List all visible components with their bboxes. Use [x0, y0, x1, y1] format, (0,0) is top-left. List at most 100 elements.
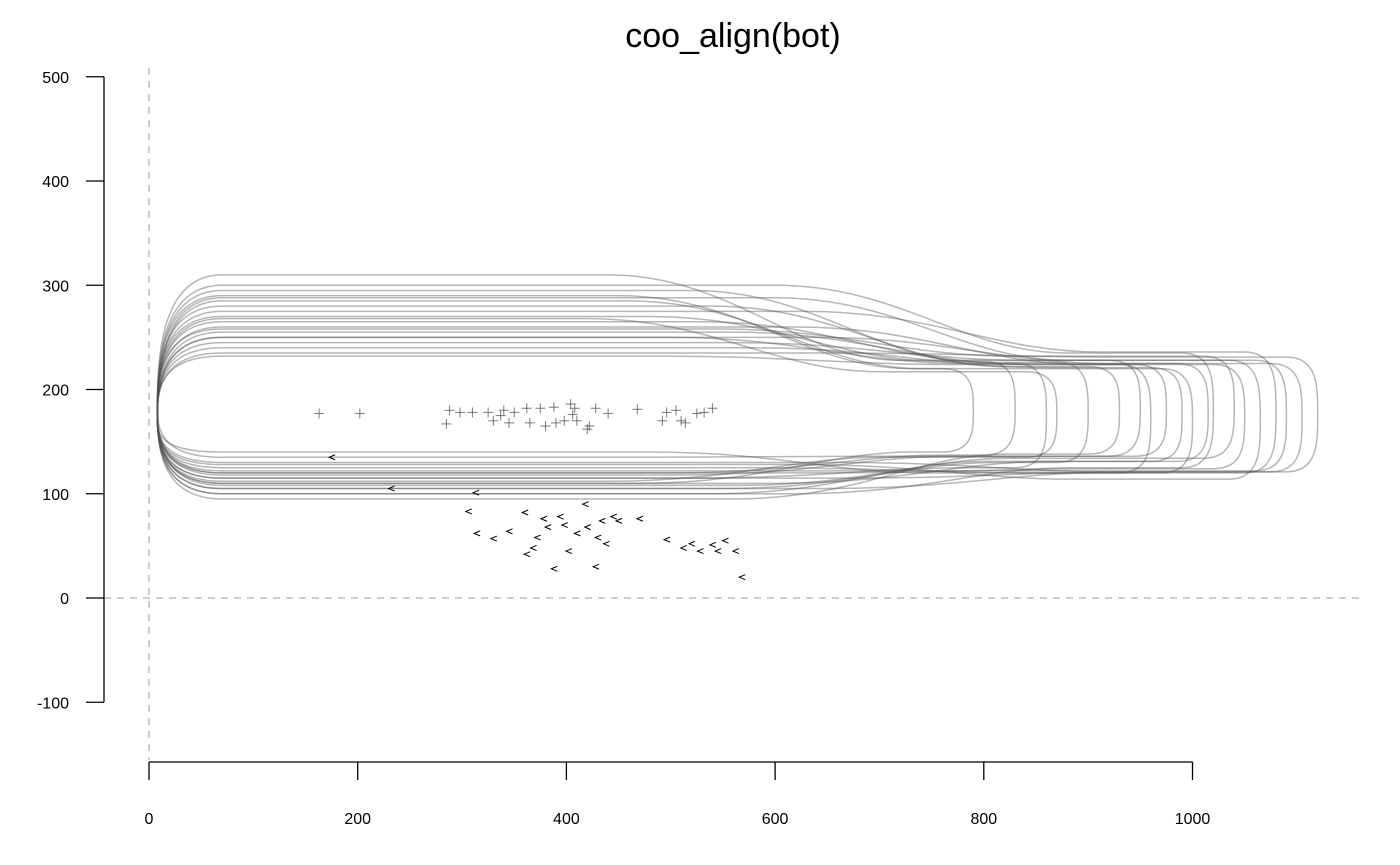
centroid-marker — [454, 407, 465, 418]
centroid-marker — [548, 402, 559, 413]
start-marker — [539, 515, 548, 522]
start-marker — [687, 540, 696, 547]
centroid-marker — [495, 410, 506, 421]
outline-line-14 — [156, 300, 1194, 474]
centroid-marker — [444, 405, 455, 416]
centroid-marker — [559, 415, 570, 426]
centroid-marker — [699, 407, 710, 418]
start-marker — [593, 534, 602, 541]
outline-line-6 — [156, 331, 1152, 474]
outline-line-9 — [156, 326, 1246, 474]
x-tick-label: 0 — [145, 811, 154, 828]
start-marker — [602, 540, 610, 547]
start-marker — [737, 574, 746, 581]
start-markers — [327, 454, 746, 581]
centroid-marker — [707, 403, 718, 414]
y-axis: -100 0 100 200 300 400 500 — [37, 70, 105, 712]
start-marker — [662, 536, 671, 543]
centroid-marker — [521, 403, 532, 414]
start-marker — [505, 528, 513, 535]
x-axis: 0 200 400 600 800 1000 — [145, 761, 1211, 828]
centroid-marker — [498, 405, 509, 416]
start-marker — [696, 548, 704, 555]
outline-line-15 — [156, 289, 1209, 495]
centroid-marker — [504, 417, 515, 428]
y-tick-label: 300 — [42, 278, 69, 295]
centroid-marker — [584, 420, 595, 431]
centroid-marker — [676, 415, 687, 426]
x-tick-label: 400 — [553, 811, 580, 828]
outline-line-19 — [156, 297, 1262, 480]
centroid-marker — [509, 407, 520, 418]
outline-line-8 — [156, 284, 1215, 495]
start-marker — [543, 524, 552, 531]
outline-line-16 — [156, 341, 1288, 472]
start-marker — [598, 517, 606, 524]
outline-line-13 — [156, 274, 1142, 459]
centroid-marker — [670, 405, 681, 416]
centroid-marker — [691, 408, 702, 419]
centroid-marker — [565, 399, 576, 410]
reference-lines — [104, 68, 1362, 760]
centroid-marker — [314, 408, 325, 419]
start-marker — [489, 535, 498, 542]
centroid-marker — [569, 403, 580, 414]
start-marker — [564, 548, 573, 555]
start-marker — [556, 513, 564, 520]
start-marker — [713, 548, 722, 555]
outline-line-5 — [156, 305, 1121, 500]
outline-line-3 — [156, 336, 1048, 479]
start-marker — [591, 563, 600, 570]
start-marker — [520, 509, 529, 516]
centroid-marker — [680, 417, 691, 428]
centroid-marker — [535, 403, 546, 414]
outline-line-1 — [156, 294, 975, 485]
start-marker — [472, 530, 481, 537]
centroid-marker — [540, 420, 551, 431]
start-marker — [327, 454, 336, 461]
x-tick-label: 800 — [970, 811, 997, 828]
start-marker — [471, 489, 480, 496]
start-marker — [721, 537, 729, 544]
chart-title: coo_align(bot) — [625, 17, 840, 55]
outline-line-12 — [156, 352, 1319, 479]
outline-line-2 — [156, 315, 1016, 474]
centroid-marker — [661, 407, 672, 418]
centroid-marker — [441, 418, 452, 429]
y-tick-label: 0 — [60, 591, 69, 608]
x-tick-label: 1000 — [1175, 811, 1211, 828]
centroid-marker — [488, 415, 499, 426]
centroid-marker — [632, 404, 643, 415]
start-marker — [550, 565, 558, 572]
start-marker — [573, 530, 581, 537]
outline-line-17 — [156, 355, 1168, 476]
outline-line-10 — [156, 310, 1277, 490]
outline-line-18 — [156, 317, 1058, 482]
centroid-marker — [467, 407, 478, 418]
start-marker — [609, 513, 618, 520]
outline-line-4 — [156, 320, 1089, 490]
outline-line-20 — [156, 328, 1235, 487]
start-marker — [679, 544, 687, 551]
centroid-marker — [567, 409, 578, 420]
centroid-marker — [354, 408, 365, 419]
start-marker — [529, 544, 537, 551]
centroid-marker — [483, 407, 494, 418]
y-tick-label: 500 — [42, 70, 69, 87]
y-tick-label: 400 — [42, 174, 69, 191]
x-tick-label: 600 — [762, 811, 789, 828]
centroid-marker — [603, 408, 614, 419]
outline-line-11 — [156, 336, 1303, 473]
start-marker — [583, 524, 591, 531]
start-marker — [560, 522, 569, 528]
centroid-marker — [657, 415, 668, 426]
y-tick-label: -100 — [37, 695, 69, 712]
start-marker — [581, 501, 589, 508]
centroid-marker — [571, 415, 582, 426]
outline-series — [156, 274, 1319, 500]
centroid-markers — [314, 399, 718, 435]
start-marker — [731, 548, 740, 555]
start-marker — [387, 485, 395, 492]
start-marker — [522, 551, 531, 558]
